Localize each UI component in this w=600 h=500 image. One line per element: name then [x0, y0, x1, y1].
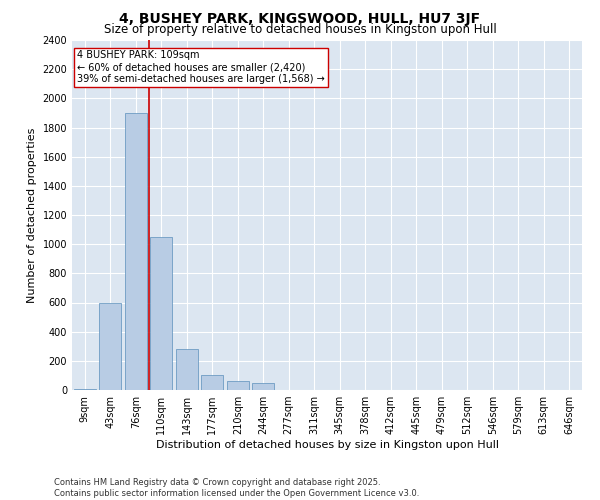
Bar	[100, 302, 121, 390]
Bar	[176, 349, 197, 390]
Bar	[125, 113, 146, 390]
Bar	[74, 388, 95, 390]
Bar	[253, 382, 274, 390]
Bar	[227, 380, 248, 390]
Y-axis label: Number of detached properties: Number of detached properties	[27, 128, 37, 302]
Text: Size of property relative to detached houses in Kingston upon Hull: Size of property relative to detached ho…	[104, 22, 496, 36]
Text: Contains HM Land Registry data © Crown copyright and database right 2025.
Contai: Contains HM Land Registry data © Crown c…	[54, 478, 419, 498]
X-axis label: Distribution of detached houses by size in Kingston upon Hull: Distribution of detached houses by size …	[155, 440, 499, 450]
Text: 4, BUSHEY PARK, KINGSWOOD, HULL, HU7 3JF: 4, BUSHEY PARK, KINGSWOOD, HULL, HU7 3JF	[119, 12, 481, 26]
Bar	[151, 237, 172, 390]
Text: 4 BUSHEY PARK: 109sqm
← 60% of detached houses are smaller (2,420)
39% of semi-d: 4 BUSHEY PARK: 109sqm ← 60% of detached …	[77, 50, 325, 84]
Bar	[202, 376, 223, 390]
